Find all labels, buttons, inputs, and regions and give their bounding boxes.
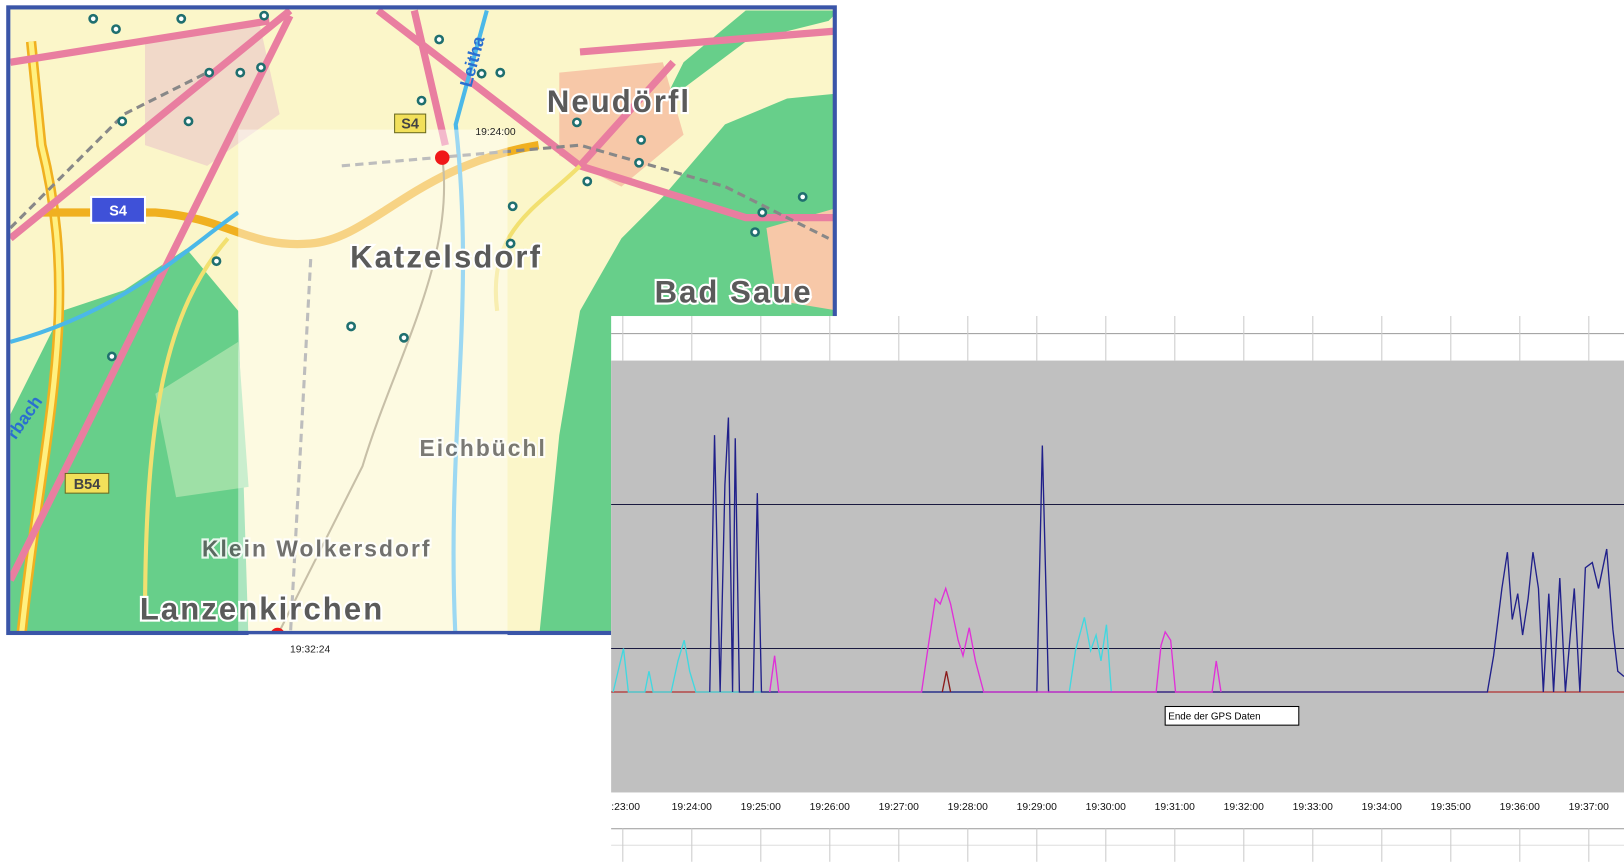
time-label: 19:32:24 — [290, 645, 331, 656]
series-line — [941, 671, 952, 693]
annotation: Ende der GPS Daten — [1168, 711, 1260, 722]
shield-box — [394, 113, 427, 134]
x-tick-label: 19:27:00 — [879, 802, 920, 813]
x-tick-label: 19:37:00 — [1569, 802, 1610, 813]
overlay — [248, 634, 508, 666]
x-tick-label: 19:32:00 — [1224, 802, 1265, 813]
chart-window: 9:23:00 19:24:00 19:25:00 19:26:00 19:27:00 1… — [606, 316, 1624, 862]
railway — [10, 71, 830, 632]
town — [145, 20, 280, 166]
highway — [19, 41, 62, 632]
time-label: 19:24:00 — [475, 127, 516, 138]
x-tick-label: 19:36:00 — [1500, 802, 1541, 813]
river — [10, 9, 489, 632]
x-tick-label: 19:24:00 — [672, 802, 713, 813]
place-label: Lanzenkirchen — [140, 592, 384, 627]
map: S4 S4 B54 Leitha rbach Neudörfl Katzelsd… — [10, 8, 834, 632]
overlay — [238, 129, 508, 632]
forest — [662, 10, 834, 104]
plot-area — [611, 360, 1624, 793]
place-label: Eichbüchl — [419, 435, 546, 461]
meadow — [155, 341, 249, 498]
x-tick-label: 19:31:00 — [1155, 802, 1196, 813]
place-label: Klein Wolkersdorf — [202, 535, 432, 561]
shield-box — [90, 195, 147, 224]
road-shield: S4 — [401, 117, 419, 133]
series-line — [769, 586, 1222, 693]
road — [142, 164, 582, 622]
x-tick-label: 19:30:00 — [1086, 802, 1127, 813]
x-tick-label: 19:26:00 — [810, 802, 851, 813]
place-label: Neudörfl — [547, 84, 691, 119]
series-line — [709, 417, 1624, 693]
road-shield: S4 — [109, 204, 127, 220]
shield-box — [64, 472, 110, 494]
highway — [41, 141, 540, 249]
x-tick-label: 19:29:00 — [1017, 802, 1058, 813]
gps-point — [435, 150, 450, 165]
town — [766, 208, 834, 310]
x-tick-label: 19:33:00 — [1293, 802, 1334, 813]
x-tick-label: 19:34:00 — [1362, 802, 1403, 813]
x-tick-label: 19:35:00 — [1431, 802, 1472, 813]
place-label: Bad Saue — [655, 275, 813, 310]
x-tick-label: 9:23:00 — [606, 802, 641, 813]
x-tick-label: 19:25:00 — [741, 802, 782, 813]
gps-track — [277, 157, 446, 632]
forest — [10, 248, 249, 632]
road-shield: B54 — [74, 477, 101, 493]
annotation-box — [1164, 705, 1300, 726]
stations — [88, 10, 808, 362]
x-tick-label: 19:28:00 — [948, 802, 989, 813]
place-label: Katzelsdorf — [350, 239, 542, 274]
series-line — [612, 617, 1112, 693]
